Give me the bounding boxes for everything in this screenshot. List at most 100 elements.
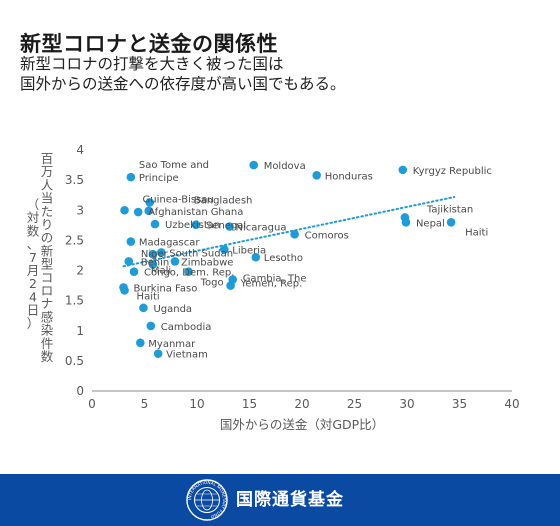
y-axis-title-char: 当: [41, 191, 54, 206]
y-tick-label: 2.5: [65, 233, 84, 247]
data-label: Kyrgyz Republic: [413, 166, 492, 177]
data-label: Cambodia: [161, 322, 212, 333]
data-point: [126, 237, 136, 246]
data-point: [251, 252, 261, 262]
y-axis-title-char: ナ: [41, 296, 54, 311]
data-label: Uganda: [153, 304, 192, 315]
data-point: [398, 165, 408, 175]
trendline: [122, 195, 456, 268]
data-label: Myanmar: [148, 339, 196, 350]
data-label: Gambia, The: [243, 274, 307, 285]
data-point: [446, 218, 456, 227]
data-point: [126, 172, 136, 182]
y-axis-subtitle-char: ）: [27, 316, 40, 331]
data-label: Sao Tome and: [139, 160, 209, 171]
y-tick-label: 0: [76, 384, 84, 398]
axis-layer: 0 5 10 15 20 25 30 35 40 0 0.5 1 1.5 2 2.5 3 3.5 4 国外からの送金…: [27, 143, 520, 432]
y-axis-title-char: 感: [41, 309, 54, 324]
y-axis-title-char: 染: [41, 323, 54, 338]
data-point: [148, 249, 158, 259]
y-axis-title-char: 万: [41, 164, 54, 179]
data-label: Afghanistan: [148, 207, 208, 218]
data-point: [133, 207, 143, 217]
x-axis-title: 国外からの送金（対GDP比）: [220, 417, 384, 432]
y-axis-subtitle-char: 4: [29, 289, 37, 304]
y-axis-subtitle-char: 7: [29, 250, 37, 265]
data-label: Ghana: [211, 207, 244, 218]
data-point: [290, 230, 299, 239]
data-label: Principe: [139, 173, 179, 184]
data-label: Uzbekistan: [165, 220, 220, 231]
data-label: Togo: [200, 278, 224, 289]
y-axis-title-char: 新: [41, 243, 54, 258]
data-label: Lesotho: [264, 253, 303, 264]
x-tick-label: 10: [189, 397, 204, 411]
y-tick-label: 3.5: [65, 173, 84, 187]
data-label: Vietnam: [166, 350, 208, 361]
subtitle-line-2: 国外からの送金への依存度が高い国でもある。: [20, 75, 346, 93]
data-point: [148, 260, 158, 269]
x-tick-label: 0: [88, 397, 96, 411]
data-label: Tajikistan: [426, 204, 473, 215]
data-point: [220, 245, 229, 254]
y-axis-title-char: コ: [41, 270, 54, 285]
data-label: Nicaragua: [236, 223, 287, 234]
y-axis-subtitle-char: 、: [27, 237, 40, 252]
data-point: [153, 349, 163, 358]
data-label: Congo, Dem. Rep.: [144, 268, 234, 279]
data-point: [146, 321, 156, 331]
data-point: [191, 220, 201, 230]
y-tick-label: 0.5: [65, 354, 84, 368]
x-tick-label: 20: [294, 397, 309, 411]
data-point: [157, 248, 166, 257]
data-point: [120, 205, 129, 215]
data-point: [150, 219, 160, 229]
data-label: Senegal: [206, 221, 246, 232]
data-point: [401, 218, 411, 227]
data-label: Haiti: [137, 291, 160, 302]
y-axis-title-char: り: [41, 217, 54, 232]
data-label: Benin: [141, 257, 169, 268]
data-label: Burkina Faso: [134, 283, 198, 294]
data-label: South Sudan: [169, 248, 233, 259]
data-label: Honduras: [325, 171, 373, 182]
y-axis-subtitle-char: 2: [29, 276, 37, 291]
footer-bar: INTERNATIONAL MONETARY FUND 国際通貨基金: [0, 474, 560, 526]
y-axis-subtitle-char: 数: [27, 223, 40, 238]
data-point: [136, 338, 145, 348]
y-tick-label: 4: [76, 143, 84, 157]
data-label: Haiti: [465, 227, 488, 238]
data-label: Nepal: [416, 218, 445, 229]
data-point: [139, 303, 148, 313]
data-point: [129, 267, 139, 277]
imf-seal-icon: INTERNATIONAL MONETARY FUND: [186, 479, 228, 521]
data-label: Moldova: [264, 161, 306, 172]
footer-org-name: 国際通貨基金: [236, 490, 344, 510]
page-title: 新型コロナと送金の関係性: [20, 32, 278, 56]
point-labels-layer: Sao Tome and Principe Guinea-BissauBanglad…: [134, 160, 492, 361]
y-axis-subtitle-char: 対: [27, 210, 40, 225]
data-point: [226, 281, 235, 290]
y-axis-title-char: た: [41, 204, 54, 219]
data-point: [120, 286, 129, 295]
x-tick-label: 35: [452, 397, 467, 411]
y-axis-title-char: の: [41, 230, 54, 245]
subtitle-line-1: 新型コロナの打撃を大きく被った国は: [20, 55, 284, 73]
page-subtitle: 新型コロナの打撃を大きく被った国は 国外からの送金への依存度が高い国でもある。: [20, 54, 550, 94]
y-axis-subtitle-char: 日: [27, 303, 40, 318]
x-tick-label: 30: [399, 397, 414, 411]
y-axis-subtitle-char: （: [27, 197, 40, 212]
y-axis-title-char: 件: [41, 336, 54, 351]
y-tick-label: 1: [76, 324, 84, 338]
data-point: [225, 222, 234, 231]
data-point: [145, 198, 155, 207]
y-axis-title-char: ロ: [41, 283, 54, 298]
data-point: [170, 257, 180, 266]
x-tick-label: 5: [141, 397, 149, 411]
data-label: Yemen, Rep.: [240, 279, 303, 290]
x-tick-label: 40: [504, 397, 519, 411]
data-label: Liberia: [232, 245, 266, 256]
y-axis-title-char: 百: [41, 151, 54, 166]
y-axis-title-char: 型: [41, 257, 54, 272]
